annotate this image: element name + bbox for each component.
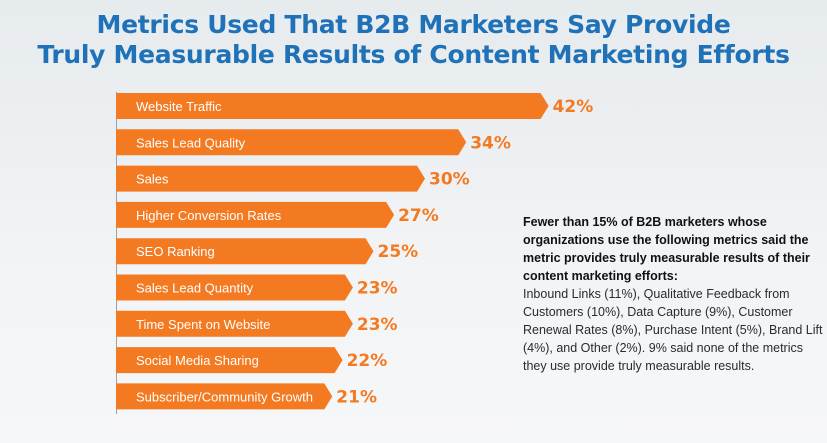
bar — [116, 93, 549, 119]
bar-group: Sales Lead Quality 34% — [116, 129, 511, 156]
bar — [116, 129, 467, 156]
chart-title-line-2: Truly Measurable Results of Content Mark… — [37, 40, 790, 69]
bar-category-label: Higher Conversion Rates — [136, 208, 282, 223]
bar-group: SEO Ranking 25% — [116, 238, 419, 265]
bar-category-label: SEO Ranking — [136, 244, 215, 259]
bar-value-label: 34% — [470, 133, 511, 153]
note-lead: Fewer than 15% of B2B marketers whose or… — [523, 215, 810, 283]
bar — [116, 165, 425, 192]
bar-value-label: 22% — [347, 351, 388, 371]
bar-category-label: Sales — [136, 172, 169, 187]
bar — [116, 310, 353, 337]
bar-category-label: Sales Lead Quality — [136, 135, 246, 150]
bar-value-label: 23% — [357, 279, 398, 299]
bar-group: Social Media Sharing 22% — [116, 347, 388, 374]
bar-group: Website Traffic 42% — [116, 93, 593, 119]
bar-value-label: 23% — [357, 315, 398, 335]
bar-group: Time Spent on Website 23% — [116, 310, 398, 337]
bar-category-label: Subscriber/Community Growth — [136, 389, 313, 404]
note-body: Inbound Links (11%), Qualitative Feedbac… — [523, 287, 823, 373]
chart-title-line-1: Metrics Used That B2B Marketers Say Prov… — [96, 10, 731, 39]
chart-note: Fewer than 15% of B2B marketers whose or… — [523, 213, 823, 375]
bar-group: Higher Conversion Rates 27% — [116, 201, 439, 228]
bar-value-label: 25% — [378, 242, 419, 262]
bar — [116, 274, 353, 301]
bar-value-label: 30% — [429, 170, 470, 190]
bar-value-label: 27% — [398, 206, 439, 226]
bar-category-label: Social Media Sharing — [136, 353, 259, 368]
chart-title: Metrics Used That B2B Marketers Say Prov… — [0, 10, 827, 70]
bar-group: Subscriber/Community Growth 21% — [116, 383, 377, 410]
bar-category-label: Website Traffic — [136, 99, 222, 114]
bar — [116, 383, 333, 410]
bar — [116, 238, 374, 265]
bar-category-label: Sales Lead Quantity — [136, 281, 254, 296]
bar-category-label: Time Spent on Website — [136, 317, 270, 332]
bar-group: Sales Lead Quantity 23% — [116, 274, 398, 301]
bar-group: Sales 30% — [116, 165, 470, 192]
bar — [116, 201, 395, 228]
bar — [116, 347, 343, 374]
bar-value-label: 42% — [553, 97, 594, 117]
bar-value-label: 21% — [336, 387, 377, 407]
